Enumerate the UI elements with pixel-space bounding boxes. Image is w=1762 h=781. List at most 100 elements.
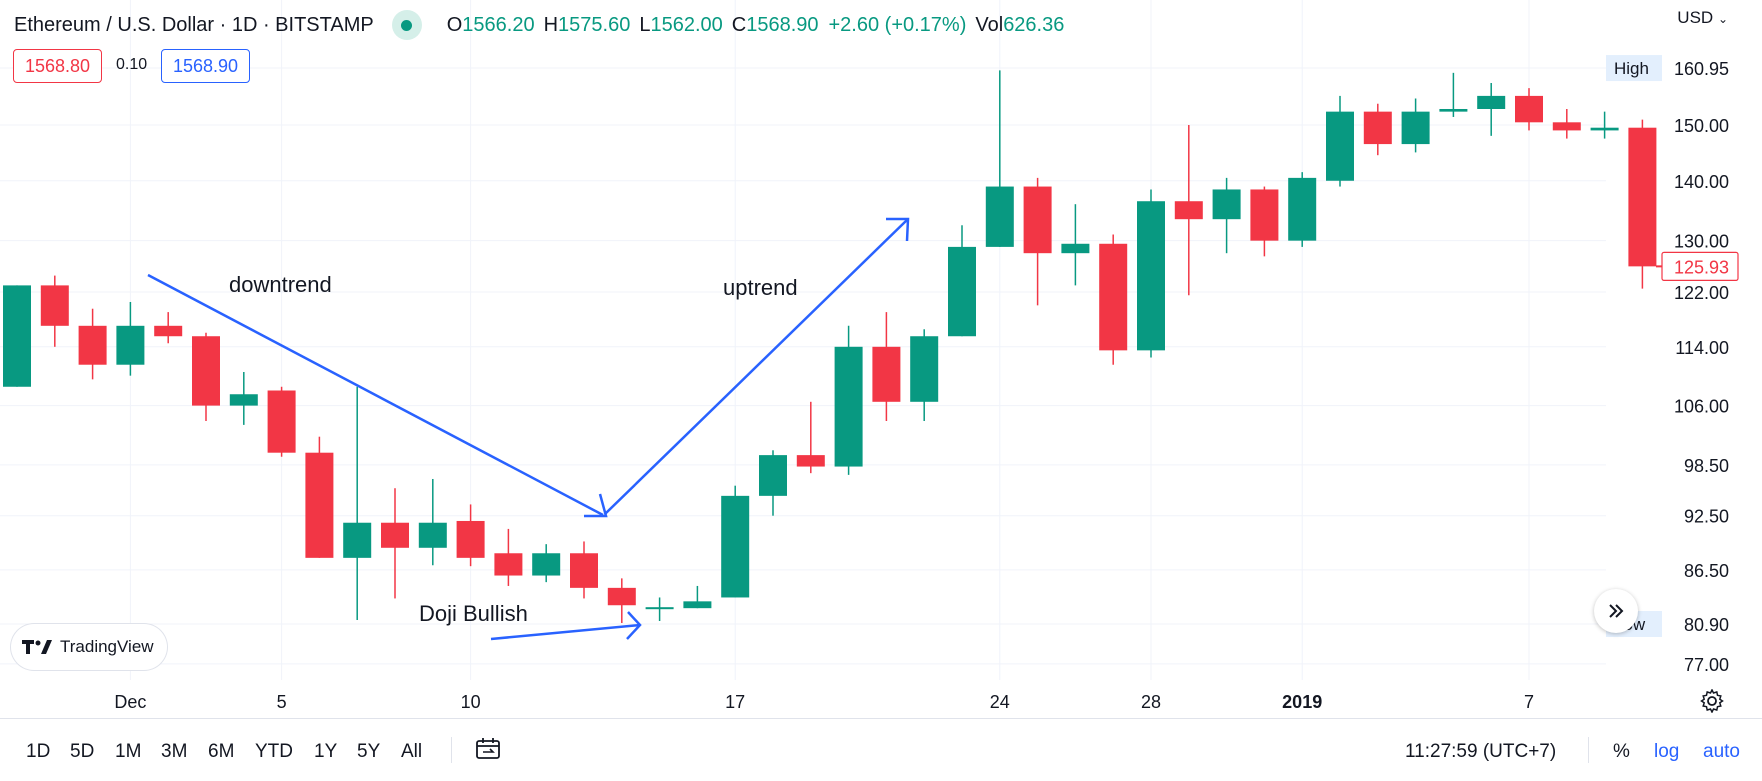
symbol-title[interactable]: Ethereum / U.S. Dollar · 1D · BITSTAMP [14, 13, 374, 36]
buy-price-button[interactable]: 1568.90 [161, 49, 251, 83]
uptrend-label: uptrend [723, 275, 798, 300]
time-tick-label: 5 [277, 692, 287, 712]
candle-body [1212, 189, 1241, 220]
high-value: 1575.60 [558, 13, 631, 36]
clock-timezone[interactable]: 11:27:59 (UTC+7) [1405, 741, 1557, 762]
trend-arrows [147, 217, 910, 641]
settings-gear-icon[interactable] [1700, 689, 1724, 713]
candle [985, 70, 1014, 247]
candle-body [1099, 243, 1128, 351]
candle-body [418, 522, 447, 548]
candle-body [494, 553, 523, 576]
candle-body [78, 325, 107, 365]
candle-body [607, 587, 636, 606]
low-value: 1562.00 [650, 13, 723, 36]
volume-label: Vol [975, 13, 1004, 36]
candle [796, 401, 825, 474]
candle-body [343, 522, 372, 558]
candle-body [1250, 189, 1279, 241]
currency-label: USD [1677, 8, 1714, 27]
candle-body [796, 455, 825, 467]
tradingview-logo[interactable]: TradingView [11, 624, 167, 670]
range-all-button[interactable]: All [401, 741, 423, 762]
range-5y-button[interactable]: 5Y [357, 741, 381, 762]
candle [759, 450, 787, 516]
doji-arrowhead [626, 611, 642, 640]
candle-body [910, 336, 939, 402]
candle-body [1477, 95, 1506, 109]
scroll-to-realtime-button[interactable] [1594, 589, 1638, 633]
toolbar-divider [1588, 737, 1589, 763]
candle [192, 332, 220, 421]
candle-body [381, 522, 409, 548]
log-scale-button[interactable]: log [1654, 741, 1680, 762]
candle-body [40, 285, 69, 326]
candle-body [305, 452, 334, 558]
candle-body [645, 607, 674, 610]
price-tick-label: 98.50 [1684, 456, 1729, 476]
candle-body [267, 390, 296, 453]
candle [607, 578, 636, 624]
downtrend-label: downtrend [229, 272, 332, 297]
price-tick-label: 106.00 [1674, 397, 1729, 417]
candle-body [834, 346, 863, 467]
sell-price-button[interactable]: 1568.80 [13, 49, 103, 83]
range-6m-button[interactable]: 6M [208, 741, 235, 762]
candle [381, 488, 409, 599]
candle-body [721, 495, 750, 598]
brand-name: TradingView [60, 637, 154, 656]
range-1m-button[interactable]: 1M [115, 741, 142, 762]
price-tick-label: 92.50 [1684, 507, 1729, 527]
time-tick-label: 2019 [1282, 692, 1322, 712]
high-marker-value: 160.95 [1674, 59, 1729, 79]
candlestick-chart[interactable]: 77.00 80.90 86.50 92.50 98.50 106.00 114.00 122… [0, 0, 1762, 718]
percent-scale-button[interactable]: % [1613, 741, 1630, 762]
currency-selector[interactable]: USD ⌄ [1677, 8, 1728, 28]
date-range-icon[interactable] [474, 736, 502, 762]
candle [116, 301, 145, 376]
range-ytd-button[interactable]: YTD [255, 741, 293, 762]
candle [456, 504, 485, 567]
price-axis: 77.00 80.90 86.50 92.50 98.50 106.00 114.00 122… [1606, 55, 1739, 675]
candle-body [116, 325, 145, 365]
candle [1363, 103, 1392, 156]
price-tick-label: 122.00 [1674, 283, 1729, 303]
range-5d-button[interactable]: 5D [70, 741, 95, 762]
candle-body [1515, 95, 1543, 123]
candle [645, 597, 674, 622]
toolbar-divider [451, 737, 452, 763]
candle [1628, 119, 1657, 289]
change-value: +2.60 (+0.17%) [828, 13, 967, 36]
range-1d-button[interactable]: 1D [26, 741, 51, 762]
high-value-bg [1666, 55, 1736, 82]
candle-body [1628, 127, 1657, 267]
price-tick-label: 77.00 [1684, 655, 1729, 675]
candle [872, 312, 901, 421]
candle-body [570, 553, 598, 588]
time-tick-label: 10 [461, 692, 481, 712]
open-label: O [446, 13, 463, 36]
time-tick-label: 28 [1141, 692, 1161, 712]
range-1y-button[interactable]: 1Y [314, 741, 338, 762]
candle-body [1552, 122, 1581, 131]
uptrend-arrow [604, 218, 909, 515]
bottom-toolbar: 1D 5D 1M 3M 6M YTD 1Y 5Y All 11:27:59 (U… [0, 718, 1762, 781]
downtrend-arrowhead [584, 493, 608, 518]
candle-body [192, 336, 220, 406]
range-3m-button[interactable]: 3M [161, 741, 188, 762]
candle [834, 325, 863, 475]
candle [78, 308, 107, 380]
market-status-icon[interactable] [391, 10, 422, 40]
candle [1137, 189, 1165, 358]
candle-body [1401, 111, 1430, 145]
candle [418, 478, 447, 566]
candle-body [985, 186, 1014, 247]
candle [1326, 95, 1354, 187]
candle [3, 285, 31, 387]
time-tick-label: 7 [1524, 692, 1534, 712]
candle-body [759, 455, 787, 496]
candle [1515, 88, 1543, 131]
candle [683, 585, 712, 609]
auto-scale-button[interactable]: auto [1703, 741, 1740, 762]
candle [267, 386, 296, 457]
